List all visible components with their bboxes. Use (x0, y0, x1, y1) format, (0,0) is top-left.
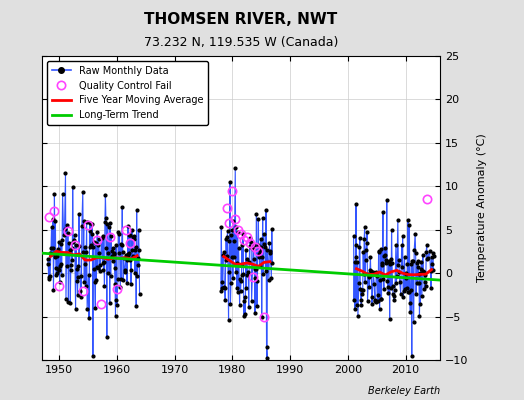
Text: THOMSEN RIVER, NWT: THOMSEN RIVER, NWT (145, 12, 337, 27)
Legend: Raw Monthly Data, Quality Control Fail, Five Year Moving Average, Long-Term Tren: Raw Monthly Data, Quality Control Fail, … (47, 61, 208, 125)
Text: 73.232 N, 119.535 W (Canada): 73.232 N, 119.535 W (Canada) (144, 36, 338, 49)
Y-axis label: Temperature Anomaly (°C): Temperature Anomaly (°C) (477, 134, 487, 282)
Text: Berkeley Earth: Berkeley Earth (368, 386, 440, 396)
